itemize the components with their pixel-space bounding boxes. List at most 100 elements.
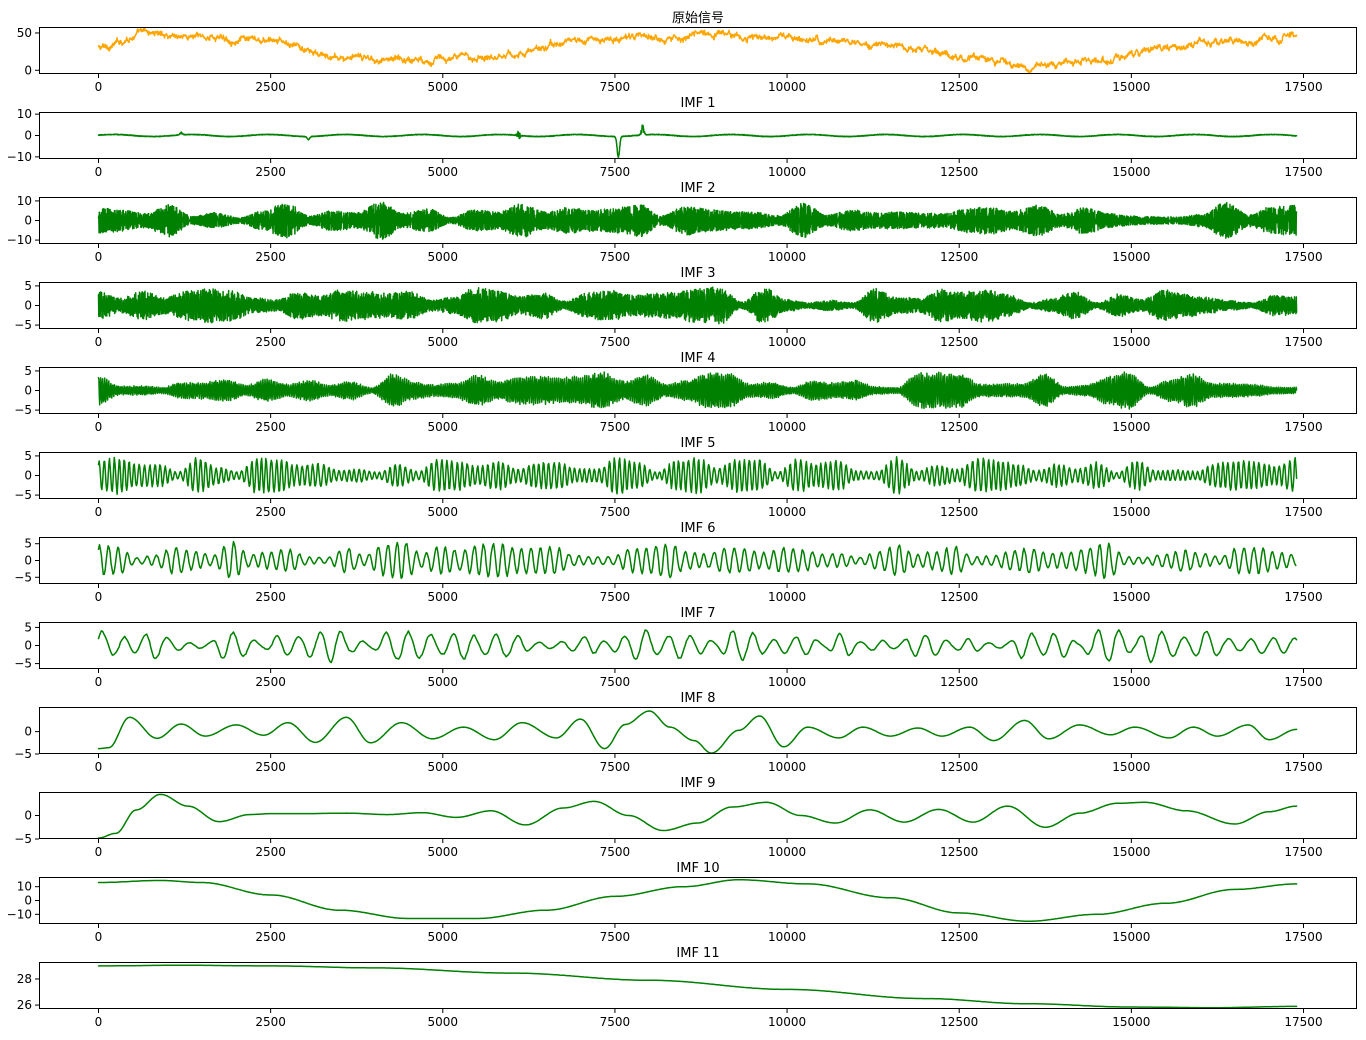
subplot-9: IMF 9 0 2500 5000 7500 10000 12500 15000 17500 −5… [14, 776, 1357, 859]
y-tick-label: 10 [17, 107, 32, 121]
x-tick-label: 10000 [768, 1015, 806, 1029]
x-tick-label: 2500 [255, 335, 286, 349]
axes-frame [39, 27, 1357, 74]
y-tick-label: 0 [24, 299, 32, 313]
y-tick-label: −5 [14, 488, 32, 502]
subplot-7: IMF 7 0 2500 5000 7500 10000 12500 15000 17500 −5… [14, 606, 1357, 689]
x-tick-label: 2500 [255, 420, 286, 434]
x-tick-label: 10000 [768, 845, 806, 859]
x-tick-label: 0 [95, 165, 103, 179]
signal-line [97, 286, 1298, 325]
x-tick-label: 0 [95, 1015, 103, 1029]
subplot-title: IMF 3 [681, 266, 716, 281]
x-tick-label: 7500 [600, 335, 631, 349]
axes-frame [39, 877, 1357, 924]
x-tick-label: 0 [95, 760, 103, 774]
y-tick-label: 50 [17, 26, 32, 40]
x-tick-label: 5000 [428, 590, 459, 604]
x-tick-label: 15000 [1112, 930, 1150, 944]
axes-frame [39, 282, 1357, 329]
x-tick-label: 17500 [1284, 675, 1322, 689]
axes-frame [39, 622, 1357, 669]
x-tick-label: 12500 [940, 335, 978, 349]
x-tick-label: 7500 [600, 505, 631, 519]
y-tick-label: −5 [14, 403, 32, 417]
y-tick-label: 0 [24, 639, 32, 653]
x-tick-label: 15000 [1112, 165, 1150, 179]
x-tick-label: 15000 [1112, 335, 1150, 349]
x-tick-label: 12500 [940, 760, 978, 774]
axes-frame [39, 792, 1357, 839]
x-tick-label: 0 [95, 590, 103, 604]
x-tick-label: 10000 [768, 335, 806, 349]
subplot-title: IMF 7 [681, 606, 716, 621]
y-tick-label: 5 [24, 537, 32, 551]
y-tick-label: 5 [24, 279, 32, 293]
y-tick-label: 5 [24, 364, 32, 378]
subplot-title: IMF 5 [681, 436, 716, 451]
x-tick-label: 2500 [255, 590, 286, 604]
x-tick-label: 5000 [428, 845, 459, 859]
x-tick-label: 2500 [255, 930, 286, 944]
y-tick-label: −5 [14, 318, 32, 332]
y-tick-label: 28 [17, 972, 32, 986]
signal-line [97, 629, 1298, 664]
y-tick-label: −10 [7, 233, 32, 247]
x-tick-label: 15000 [1112, 505, 1150, 519]
x-tick-label: 10000 [768, 760, 806, 774]
y-tick-label: 0 [24, 809, 32, 823]
axes-frame [39, 962, 1357, 1009]
x-tick-label: 12500 [940, 1015, 978, 1029]
y-tick-label: 26 [17, 998, 32, 1012]
subplot-title: IMF 9 [681, 776, 716, 791]
x-tick-label: 15000 [1112, 760, 1150, 774]
x-tick-label: 2500 [255, 80, 286, 94]
y-tick-label: −5 [14, 832, 32, 846]
x-tick-label: 12500 [940, 80, 978, 94]
x-tick-label: 10000 [768, 420, 806, 434]
axes-frame [39, 452, 1357, 499]
x-tick-label: 7500 [600, 250, 631, 264]
x-tick-label: 12500 [940, 505, 978, 519]
x-tick-label: 15000 [1112, 250, 1150, 264]
subplot-2: IMF 2 0 2500 5000 7500 10000 12500 15000 17500 −1… [7, 181, 1357, 264]
y-tick-label: 0 [24, 554, 32, 568]
axes-frame [39, 537, 1357, 584]
signal-line [97, 456, 1298, 496]
x-tick-label: 12500 [940, 250, 978, 264]
x-tick-label: 2500 [255, 845, 286, 859]
x-tick-label: 5000 [428, 165, 459, 179]
x-tick-label: 5000 [428, 80, 459, 94]
y-tick-label: −10 [7, 907, 32, 921]
x-tick-label: 7500 [600, 1015, 631, 1029]
subplot-title: IMF 10 [676, 861, 719, 876]
x-tick-label: 10000 [768, 505, 806, 519]
x-tick-label: 2500 [255, 675, 286, 689]
y-tick-label: −10 [7, 150, 32, 164]
subplot-3: IMF 3 0 2500 5000 7500 10000 12500 15000 17500 −5… [14, 266, 1357, 349]
subplot-title: IMF 4 [681, 351, 716, 366]
y-tick-label: 0 [24, 894, 32, 908]
axes-frame [39, 112, 1357, 159]
signal-line [97, 540, 1297, 580]
x-tick-label: 12500 [940, 845, 978, 859]
x-tick-label: 5000 [428, 1015, 459, 1029]
x-tick-label: 10000 [768, 590, 806, 604]
subplot-11: IMF 11 0 2500 5000 7500 10000 12500 15000 17500 2… [17, 946, 1357, 1029]
subplot-5: IMF 5 0 2500 5000 7500 10000 12500 15000 17500 −5… [14, 436, 1357, 519]
x-tick-label: 12500 [940, 420, 978, 434]
signal-line [97, 201, 1298, 240]
x-tick-label: 0 [95, 930, 103, 944]
x-tick-label: 7500 [600, 420, 631, 434]
x-tick-label: 17500 [1284, 930, 1322, 944]
x-tick-label: 5000 [428, 505, 459, 519]
x-tick-label: 17500 [1284, 420, 1322, 434]
x-tick-label: 5000 [428, 250, 459, 264]
x-tick-label: 5000 [428, 335, 459, 349]
x-tick-label: 2500 [255, 505, 286, 519]
y-tick-label: 10 [17, 880, 32, 894]
y-tick-label: 0 [24, 384, 32, 398]
subplot-title: IMF 8 [681, 691, 716, 706]
x-tick-label: 10000 [768, 80, 806, 94]
x-tick-label: 17500 [1284, 590, 1322, 604]
